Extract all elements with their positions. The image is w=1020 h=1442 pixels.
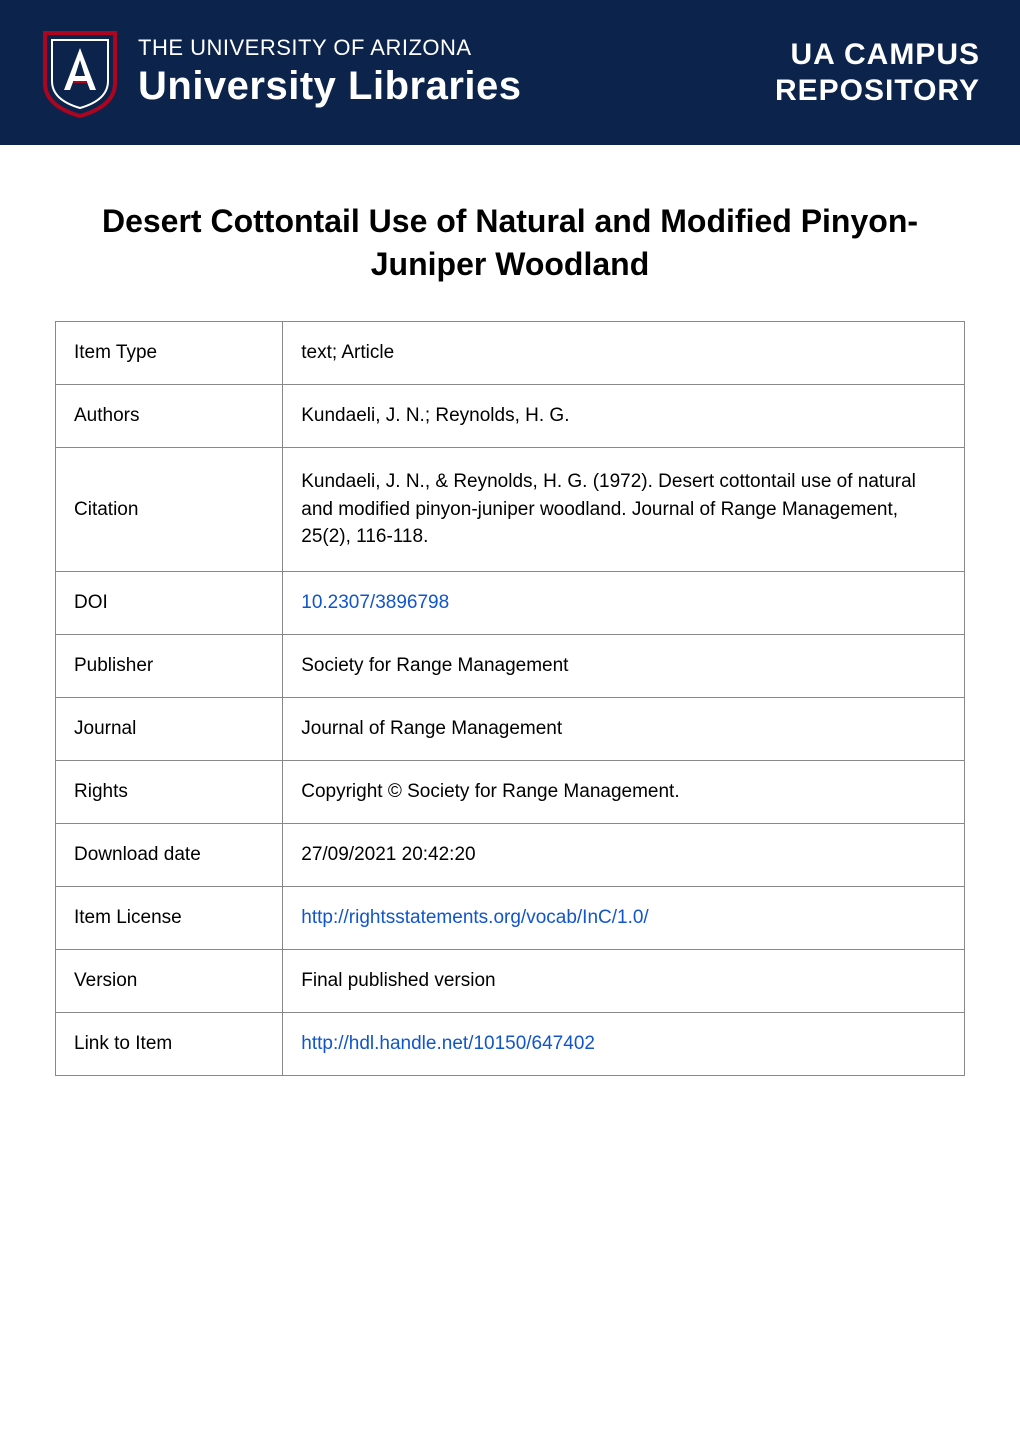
table-row: JournalJournal of Range Management <box>56 698 965 761</box>
table-row: PublisherSociety for Range Management <box>56 635 965 698</box>
row-value: Society for Range Management <box>283 635 965 698</box>
row-label: Link to Item <box>56 1013 283 1076</box>
row-value: Kundaeli, J. N., & Reynolds, H. G. (1972… <box>283 448 965 572</box>
row-label: Citation <box>56 448 283 572</box>
page-title: Desert Cottontail Use of Natural and Mod… <box>0 145 1020 321</box>
row-label: Rights <box>56 761 283 824</box>
metadata-table-body: Item Typetext; ArticleAuthorsKundaeli, J… <box>56 322 965 1076</box>
ua-logo <box>40 28 120 118</box>
row-label: DOI <box>56 572 283 635</box>
value-link[interactable]: 10.2307/3896798 <box>301 592 449 613</box>
table-row: VersionFinal published version <box>56 950 965 1013</box>
row-label: Item Type <box>56 322 283 385</box>
row-label: Download date <box>56 824 283 887</box>
row-value: http://hdl.handle.net/10150/647402 <box>283 1013 965 1076</box>
banner-right-line2: REPOSITORY <box>775 73 980 109</box>
row-label: Publisher <box>56 635 283 698</box>
table-row: DOI 10.2307/3896798 <box>56 572 965 635</box>
table-row: Item Typetext; Article <box>56 322 965 385</box>
row-label: Journal <box>56 698 283 761</box>
row-label: Item License <box>56 887 283 950</box>
row-value: Journal of Range Management <box>283 698 965 761</box>
row-value: text; Article <box>283 322 965 385</box>
row-value: Kundaeli, J. N.; Reynolds, H. G. <box>283 385 965 448</box>
table-row: AuthorsKundaeli, J. N.; Reynolds, H. G. <box>56 385 965 448</box>
table-row: Link to Item http://hdl.handle.net/10150/… <box>56 1013 965 1076</box>
value-link[interactable]: http://rightsstatements.org/vocab/InC/1.… <box>301 907 648 928</box>
row-value: 10.2307/3896798 <box>283 572 965 635</box>
row-value: 27/09/2021 20:42:20 <box>283 824 965 887</box>
shield-a-icon <box>40 28 120 118</box>
row-value: http://rightsstatements.org/vocab/InC/1.… <box>283 887 965 950</box>
row-label: Version <box>56 950 283 1013</box>
metadata-table: Item Typetext; ArticleAuthorsKundaeli, J… <box>55 321 965 1076</box>
banner-left: THE UNIVERSITY OF ARIZONA University Lib… <box>40 28 522 118</box>
banner-text: THE UNIVERSITY OF ARIZONA University Lib… <box>138 35 522 109</box>
banner-right-line1: UA CAMPUS <box>775 37 980 73</box>
banner-right: UA CAMPUS REPOSITORY <box>775 37 980 109</box>
row-label: Authors <box>56 385 283 448</box>
banner-title: University Libraries <box>138 62 522 110</box>
value-link[interactable]: http://hdl.handle.net/10150/647402 <box>301 1033 595 1054</box>
table-row: Item License http://rightsstatements.org/… <box>56 887 965 950</box>
banner-subtitle: THE UNIVERSITY OF ARIZONA <box>138 35 522 61</box>
table-row: CitationKundaeli, J. N., & Reynolds, H. … <box>56 448 965 572</box>
table-row: Download date27/09/2021 20:42:20 <box>56 824 965 887</box>
row-value: Copyright © Society for Range Management… <box>283 761 965 824</box>
row-value: Final published version <box>283 950 965 1013</box>
table-row: RightsCopyright © Society for Range Mana… <box>56 761 965 824</box>
header-banner: THE UNIVERSITY OF ARIZONA University Lib… <box>0 0 1020 145</box>
